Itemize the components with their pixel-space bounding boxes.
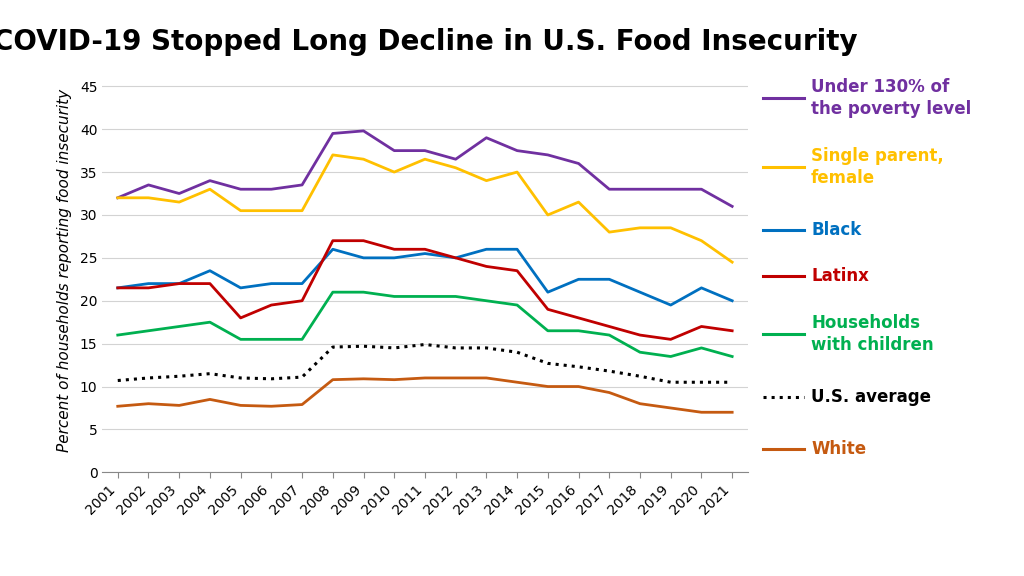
- Text: Single parent,
female: Single parent, female: [811, 147, 944, 187]
- Text: Latinx: Latinx: [811, 267, 869, 286]
- Text: Black: Black: [811, 221, 861, 240]
- Y-axis label: Percent of households reporting food insecurity: Percent of households reporting food ins…: [56, 89, 72, 452]
- Title: COVID-19 Stopped Long Decline in U.S. Food Insecurity: COVID-19 Stopped Long Decline in U.S. Fo…: [0, 28, 857, 56]
- Text: Households
with children: Households with children: [811, 314, 934, 354]
- Text: White: White: [811, 440, 866, 458]
- Text: U.S. average: U.S. average: [811, 388, 931, 407]
- Text: Under 130% of
the poverty level: Under 130% of the poverty level: [811, 78, 971, 118]
